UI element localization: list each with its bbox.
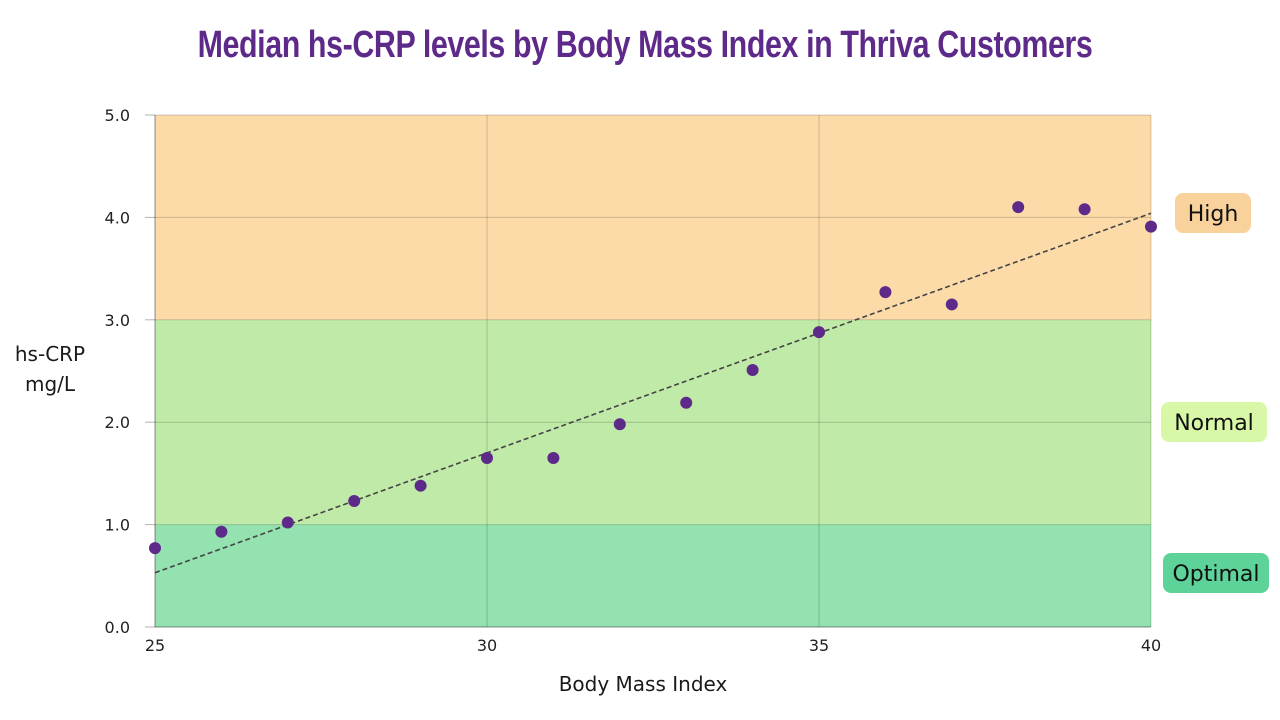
data-point <box>813 326 825 339</box>
zone-badge-bg <box>1163 553 1269 593</box>
x-tick-label: 40 <box>1141 636 1161 655</box>
data-point <box>879 286 892 299</box>
x-tick-label: 25 <box>145 636 165 655</box>
data-point <box>149 542 161 555</box>
x-tick-label: 35 <box>809 636 829 655</box>
x-tick-label: 30 <box>477 636 497 655</box>
data-point <box>1078 203 1091 216</box>
data-point <box>547 452 560 465</box>
zone-badge-label: High <box>1188 202 1239 227</box>
x-axis-title: Body Mass Index <box>559 672 728 696</box>
axis-titles: Body Mass Index hs-CRP mg/L <box>15 342 728 696</box>
y-tick-label: 1.0 <box>105 516 130 535</box>
data-point <box>1012 201 1025 214</box>
zone-badge-bg <box>1161 402 1267 442</box>
zone-badge-high: High <box>1175 193 1251 233</box>
zone-normal <box>155 319 1151 525</box>
y-tick-label: 0.0 <box>105 618 130 637</box>
zone-badge-normal: Normal <box>1161 402 1267 442</box>
zone-badge-label: Optimal <box>1172 562 1259 587</box>
y-axis-title-line: hs-CRP <box>15 342 85 366</box>
data-point <box>348 495 361 508</box>
data-point <box>746 363 759 376</box>
y-tick-label: 4.0 <box>105 208 130 227</box>
trend-layer <box>154 212 1152 574</box>
zone-high <box>155 115 1151 320</box>
grid-layer <box>154 114 1152 628</box>
zones-layer <box>155 115 1151 627</box>
axis-layer: 0.0 1.0 2.0 3.0 4.0 5.0 25 30 35 40 <box>105 106 1162 655</box>
zone-badge-optimal: Optimal <box>1163 553 1269 593</box>
data-point <box>215 525 228 538</box>
badge-layer: Optimal Normal High <box>1161 193 1269 593</box>
points-layer <box>149 201 1157 555</box>
data-point <box>613 418 626 431</box>
data-point <box>1145 220 1157 233</box>
zone-badge-label: Normal <box>1174 411 1254 436</box>
y-tick-label: 2.0 <box>105 413 130 432</box>
y-tick-label: 3.0 <box>105 311 130 330</box>
data-point <box>680 396 693 409</box>
trendline <box>154 212 1152 574</box>
data-point <box>414 479 427 492</box>
y-tick-label: 5.0 <box>105 106 130 125</box>
y-axis-title-line: mg/L <box>25 372 76 396</box>
data-point <box>481 452 493 465</box>
zone-optimal <box>155 524 1151 627</box>
zone-badge-bg <box>1175 193 1251 233</box>
data-point <box>945 298 958 311</box>
chart-title: Median hs-CRP levels by Body Mass Index … <box>197 24 1093 66</box>
data-point <box>281 516 294 529</box>
